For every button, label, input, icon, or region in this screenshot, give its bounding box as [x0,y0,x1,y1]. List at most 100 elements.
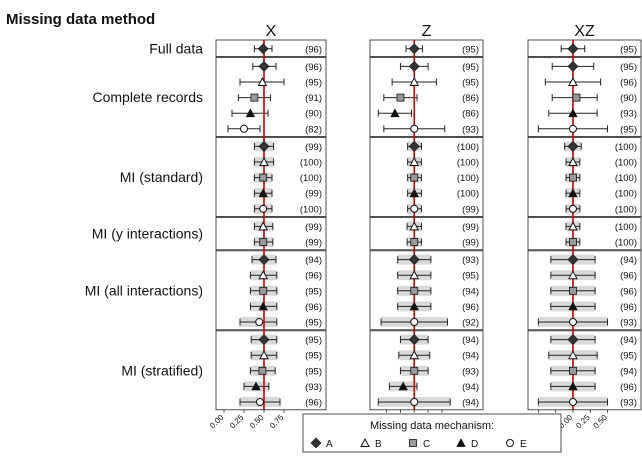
point-marker [410,204,419,213]
coverage-label: (94) [462,335,479,346]
point-marker [568,221,578,231]
coverage-label: (95) [620,351,637,362]
point-marker [569,366,577,375]
panel-xz: XZ (95) (95) (96) (90) (93) (95) (100) (100) (100… [521,23,642,432]
group-box [369,217,484,251]
point-marker [568,124,577,133]
point-marker [258,270,269,280]
coverage-label: (92) [462,318,479,329]
coverage-label: (94) [620,255,637,266]
point-marker [410,124,419,133]
coverage-label: (93) [462,366,479,377]
point-marker [409,301,419,311]
group-box [215,330,327,411]
coverage-label: (94) [462,286,479,297]
point-marker [408,334,420,346]
coverage-label: (93) [462,124,479,135]
point-marker [251,381,261,391]
coverage-label: (96) [462,302,479,313]
group-box [215,57,327,137]
point-marker [409,188,419,198]
point-marker [258,254,270,266]
point-marker [410,173,419,182]
panel-title: XZ [574,23,595,40]
point-marker [396,93,405,102]
tick-label: 0.50 [248,412,266,430]
point-marker [258,334,270,346]
point-marker [408,60,420,72]
coverage-label: (100) [457,189,479,200]
point-marker [572,93,581,102]
tick-label: 0.50 [592,412,610,430]
coverage-label: (95) [305,318,322,329]
group-box [215,250,327,331]
point-marker [257,76,268,86]
point-marker [409,270,420,280]
point-marker [409,156,420,166]
point-marker [568,76,578,86]
group-box [369,137,484,218]
coverage-label: (95) [462,271,479,282]
legend: Missing data mechanism: A B C D E [302,413,562,453]
point-marker [569,173,577,182]
point-marker [569,286,577,295]
coverage-label: (94) [462,351,479,362]
point-marker [568,381,578,391]
point-marker [568,204,577,213]
point-marker [258,188,268,198]
legend-title: Missing data mechanism: [370,420,494,432]
point-marker [409,76,420,86]
point-marker [410,398,419,406]
point-marker [408,43,420,55]
coverage-label: (95) [462,62,479,73]
coverage-label: (95) [620,124,637,135]
method-label: MI (y interactions) [92,226,203,242]
point-marker [258,140,270,152]
coverage-label: (90) [620,93,637,104]
group-box [527,57,642,137]
coverage-label: (95) [462,78,479,89]
coverage-label: (99) [462,222,479,233]
coverage-label: (93) [305,382,322,393]
coverage-label: (93) [462,255,479,266]
panel-x: X (96) (96) (95) (91) (90) (82) (99) (100) (100) (… [208,23,327,430]
panels: X (96) (96) (95) (91) (90) (82) (99) (100) (100) (… [208,23,642,432]
legend-label: C [423,439,430,450]
point-marker [240,124,248,133]
group-box [527,330,642,411]
legend-label: E [520,439,527,450]
point-marker [410,318,419,326]
point-marker [408,140,420,152]
point-marker [257,43,269,55]
point-marker [255,318,264,326]
coverage-label: (100) [300,158,322,169]
coverage-label: (95) [305,335,322,346]
coverage-label: (100) [615,158,637,169]
point-marker [259,286,268,295]
tick-label: 0.75 [268,412,286,430]
coverage-label: (100) [615,222,637,233]
coverage-label: (100) [300,204,322,215]
point-marker [568,350,578,360]
point-marker [567,254,579,266]
point-marker [409,221,420,231]
chart-title: Missing data method [6,11,155,28]
point-marker [259,173,268,182]
point-marker [390,108,400,118]
point-marker [409,350,420,360]
coverage-label: (95) [305,286,322,297]
group-box [369,250,484,331]
coverage-label: (96) [620,78,637,89]
coverage-label: (82) [305,124,322,135]
method-label: MI (standard) [120,169,203,185]
point-marker [245,108,256,118]
coverage-label: (96) [305,62,322,73]
coverage-label: (95) [305,366,322,377]
point-marker [567,140,579,152]
coverage-label: (100) [615,204,637,215]
panel-title: Z [422,23,432,40]
coverage-label: (95) [305,78,322,89]
point-marker [258,366,267,375]
point-marker [567,334,579,346]
